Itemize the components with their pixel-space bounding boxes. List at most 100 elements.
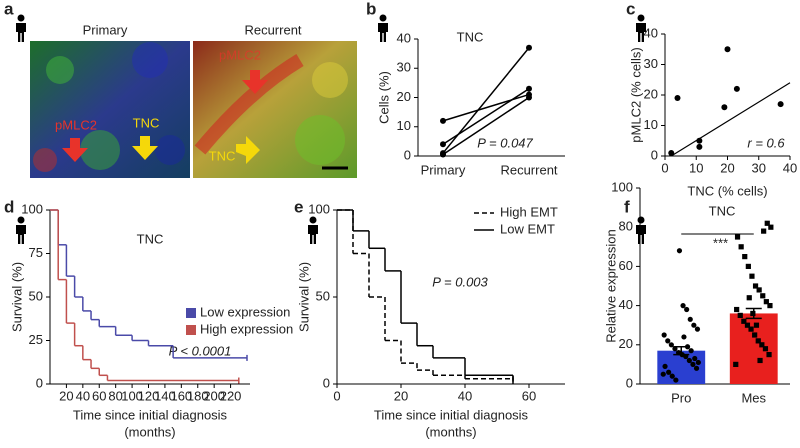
image-annotation: pMLC2 [55, 117, 97, 132]
y-tick-label: 100 [611, 179, 633, 194]
y-tick-label: 75 [29, 245, 43, 260]
y-tick-label: 0 [404, 147, 411, 162]
point [695, 359, 701, 366]
point [676, 248, 683, 254]
point [688, 348, 694, 354]
legend-label: High expression [200, 321, 293, 336]
y-tick-label: 20 [619, 336, 633, 351]
point [738, 244, 744, 250]
series-line [442, 93, 530, 122]
point [734, 234, 741, 240]
point [733, 361, 739, 367]
x-tick-label: 20 [59, 388, 73, 403]
point [662, 363, 668, 369]
point [661, 332, 667, 338]
point [757, 357, 763, 364]
point [684, 306, 690, 313]
y-tick-label: 10 [397, 118, 411, 133]
image-texture [33, 42, 348, 172]
point [526, 44, 532, 51]
x-tick-label: 40 [783, 160, 797, 175]
y-tick-label: 40 [644, 25, 658, 40]
point [750, 310, 756, 317]
x-tick-label: 20 [720, 160, 734, 175]
point [766, 352, 772, 358]
x-tick-label: 40 [458, 388, 472, 403]
point [692, 355, 698, 362]
arrow [62, 138, 88, 162]
point [721, 104, 728, 111]
panel-label: b [366, 0, 376, 18]
image-annotation: TNC [133, 115, 160, 130]
point [669, 373, 675, 379]
point [742, 254, 748, 260]
point [763, 299, 769, 305]
x-tick-label: 0 [661, 160, 668, 175]
annotation: P = 0.047 [477, 135, 533, 150]
annotation: P = 0.003 [432, 274, 488, 289]
y-tick-label: 0 [651, 147, 658, 162]
x-tick-label: 60 [92, 388, 106, 403]
point [761, 228, 767, 234]
point [737, 312, 743, 318]
point [760, 293, 766, 299]
point [440, 151, 446, 158]
point [666, 369, 672, 375]
x-tick-label: 20 [394, 388, 408, 403]
y-tick-label: 0 [323, 375, 330, 390]
x-tick-label: 200 [203, 388, 225, 403]
point [734, 306, 740, 313]
image-annotation: TNC [209, 148, 236, 163]
y-tick-label: 50 [316, 288, 330, 303]
point [690, 361, 696, 367]
arrow [236, 136, 260, 164]
y-tick-label: 10 [644, 117, 658, 132]
image-annotation: pMLC2 [219, 47, 261, 62]
point [668, 342, 674, 348]
series-line [442, 96, 530, 156]
person-icon [16, 14, 26, 42]
point [686, 357, 692, 364]
point [687, 316, 693, 322]
y-axis-label: Survival (%) [9, 262, 24, 332]
y-tick-label: 60 [619, 258, 633, 273]
panel-label: a [4, 0, 14, 18]
y-tick-label: 50 [29, 288, 43, 303]
point [759, 342, 765, 348]
point [752, 283, 759, 289]
y-axis-label: pMLC2 (% cells) [628, 47, 643, 142]
point [746, 295, 752, 301]
x-tick-label: 10 [689, 160, 703, 175]
legend-label: Low expression [200, 304, 290, 319]
x-tick-label: 140 [154, 388, 176, 403]
y-tick-label: 0 [626, 375, 633, 390]
point [762, 346, 769, 352]
point [665, 338, 671, 344]
x-axis-label: (months) [124, 424, 175, 439]
y-axis-label: Cells (%) [376, 71, 391, 124]
y-tick-label: 30 [644, 56, 658, 71]
point [691, 322, 697, 328]
x-tick-label: 120 [138, 388, 160, 403]
point [756, 287, 762, 293]
x-tick-label: 100 [121, 388, 143, 403]
point [752, 332, 758, 338]
bar [729, 313, 778, 384]
point [660, 371, 666, 377]
arrow [242, 70, 268, 94]
chart-title: TNC [457, 29, 484, 44]
x-axis-label: (months) [425, 424, 476, 439]
annotation: r = 0.6 [747, 135, 785, 150]
point [440, 141, 446, 148]
y-axis-label: Survival (%) [296, 262, 311, 332]
point [764, 220, 770, 226]
y-tick-label: 100 [308, 201, 330, 216]
point [741, 318, 747, 324]
person-icon [636, 216, 646, 244]
y-tick-label: 40 [619, 297, 633, 312]
point [749, 273, 755, 279]
y-tick-label: 80 [619, 219, 633, 234]
x-tick-label: 160 [170, 388, 192, 403]
chart-title: TNC [137, 231, 164, 246]
